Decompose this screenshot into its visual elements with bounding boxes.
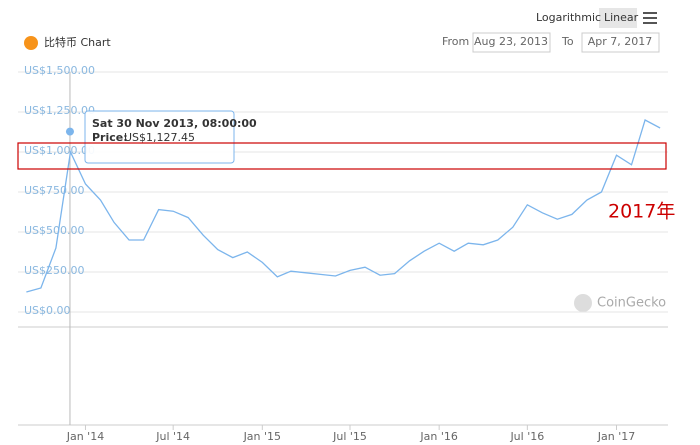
- to-label: To: [561, 35, 574, 48]
- highlight-box: [17, 142, 667, 170]
- to-input[interactable]: [581, 32, 660, 53]
- x-tick-label: Jan '14: [66, 430, 104, 443]
- x-tick-label: Jan '15: [243, 430, 281, 443]
- linear-button[interactable]: Linear: [604, 11, 639, 24]
- x-tick-label: Jul '16: [509, 430, 544, 443]
- from-input[interactable]: [472, 32, 551, 53]
- x-tick-label: Jul '14: [155, 430, 190, 443]
- x-tick-label: Jul '15: [332, 430, 367, 443]
- y-tick-label: US$1,250.00: [24, 104, 95, 117]
- annotation: 2017年: [608, 201, 675, 223]
- tooltip-marker: [65, 127, 74, 136]
- to-date[interactable]: Apr 7, 2017: [588, 35, 653, 48]
- price-line: [26, 119, 661, 293]
- y-tick-label: US$1,500.00: [24, 64, 95, 77]
- y-tick-label: US$750.00: [24, 184, 85, 197]
- from-date[interactable]: Aug 23, 2013: [474, 35, 548, 48]
- tooltip-box: [84, 110, 235, 164]
- tooltip-date: Sat 30 Nov 2013, 08:00:00: [92, 117, 257, 130]
- y-tick-label: US$0.00: [24, 304, 71, 317]
- from-label: From: [442, 35, 469, 48]
- tooltip-value: US$1,127.45: [124, 131, 195, 144]
- y-tick-label: US$500.00: [24, 224, 85, 237]
- x-tick-label: Jan '17: [597, 430, 635, 443]
- y-tick-label: US$1,000.00: [24, 144, 95, 157]
- watermark-icon: [574, 294, 592, 312]
- tooltip-label: Price:: [92, 131, 128, 144]
- log-button[interactable]: Logarithmic: [536, 11, 601, 24]
- x-tick-label: Jan '16: [419, 430, 457, 443]
- linear-button-bg[interactable]: [599, 8, 637, 28]
- bitcoin-icon: [24, 36, 38, 50]
- menu-icon[interactable]: [643, 12, 657, 24]
- watermark: CoinGecko: [597, 296, 666, 311]
- y-tick-label: US$250.00: [24, 264, 85, 277]
- chart-title: 比特币 Chart: [44, 35, 111, 49]
